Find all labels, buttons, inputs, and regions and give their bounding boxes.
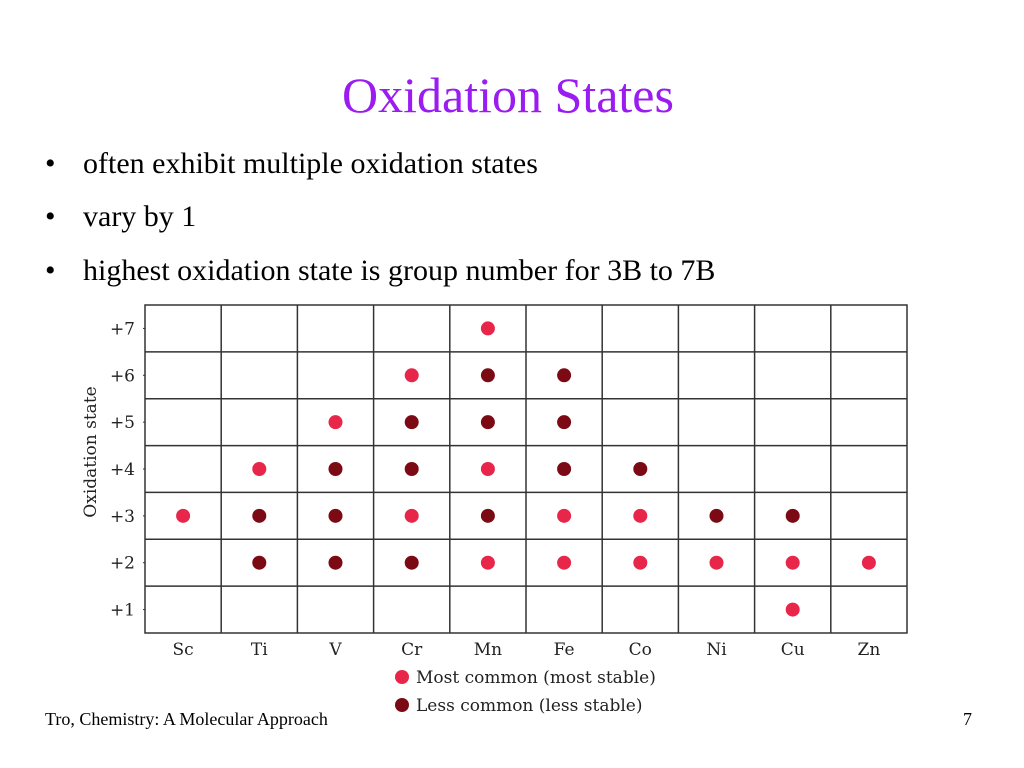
- slide-title: Oxidation States: [342, 67, 674, 123]
- dot: [480, 368, 495, 383]
- bullet-dot: •: [45, 147, 56, 180]
- dot: [480, 555, 495, 570]
- dot: [480, 462, 495, 476]
- x-tick-label: Zn: [858, 640, 881, 660]
- dot: [480, 415, 495, 430]
- page-number: 7: [963, 709, 972, 729]
- dot: [404, 462, 419, 476]
- x-tick-label: V: [328, 640, 342, 660]
- dot: [480, 321, 495, 336]
- dot: [404, 368, 419, 383]
- dot: [404, 555, 419, 570]
- dot: [785, 602, 800, 617]
- dot: [176, 508, 191, 523]
- dot: [557, 508, 572, 523]
- bullet-dot: •: [45, 200, 56, 233]
- dot: [557, 415, 572, 430]
- x-tick-label: Ni: [706, 640, 727, 660]
- dot: [252, 508, 267, 523]
- x-tick-label: Co: [629, 640, 652, 660]
- y-axis-label: Oxidation state: [81, 386, 101, 517]
- dot: [328, 555, 343, 570]
- x-tick-label: Ti: [251, 640, 268, 660]
- bullet: vary by 1: [83, 200, 196, 233]
- legend-swatch: [395, 698, 409, 712]
- dot: [557, 555, 572, 570]
- dot: [328, 415, 343, 430]
- dot: [785, 508, 800, 523]
- y-tick-label: +3: [110, 507, 135, 527]
- footer: Tro, Chemistry: A Molecular Approach: [45, 709, 328, 729]
- y-tick-label: +1: [110, 601, 135, 621]
- legend-swatch: [395, 670, 409, 684]
- y-tick-label: +6: [110, 366, 135, 386]
- dot: [557, 462, 572, 476]
- y-tick-label: +2: [110, 554, 135, 574]
- dot: [252, 462, 267, 476]
- dot: [709, 508, 724, 523]
- chart: +7 +6 +5 +4 +3 +2 +1 Oxidation state Sc Ti V Cr Mn Fe…: [81, 304, 908, 716]
- dot: [633, 508, 648, 523]
- bullet: highest oxidation state is group number …: [83, 254, 715, 287]
- y-tick-label: +7: [110, 319, 135, 339]
- dot: [252, 555, 267, 570]
- dot: [404, 415, 419, 430]
- dot: [557, 368, 572, 383]
- y-tick-label: +4: [110, 460, 135, 480]
- x-tick-label: Cr: [401, 640, 423, 660]
- bullet-dot: •: [45, 254, 56, 287]
- dot: [633, 555, 648, 570]
- dot: [328, 508, 343, 523]
- x-tick-label: Mn: [474, 640, 502, 660]
- dot: [709, 555, 724, 570]
- bullet: often exhibit multiple oxidation states: [83, 147, 538, 180]
- dot: [328, 462, 343, 476]
- y-tick-label: +5: [110, 413, 135, 433]
- dot: [633, 462, 648, 476]
- legend-label: Less common (less stable): [416, 696, 642, 716]
- legend-label: Most common (most stable): [416, 668, 656, 688]
- dot: [785, 555, 800, 570]
- dot: [480, 508, 495, 523]
- dot: [404, 508, 419, 523]
- x-tick-label: Sc: [173, 640, 194, 660]
- dot: [861, 555, 876, 570]
- x-tick-label: Fe: [554, 640, 575, 660]
- x-tick-label: Cu: [781, 640, 805, 660]
